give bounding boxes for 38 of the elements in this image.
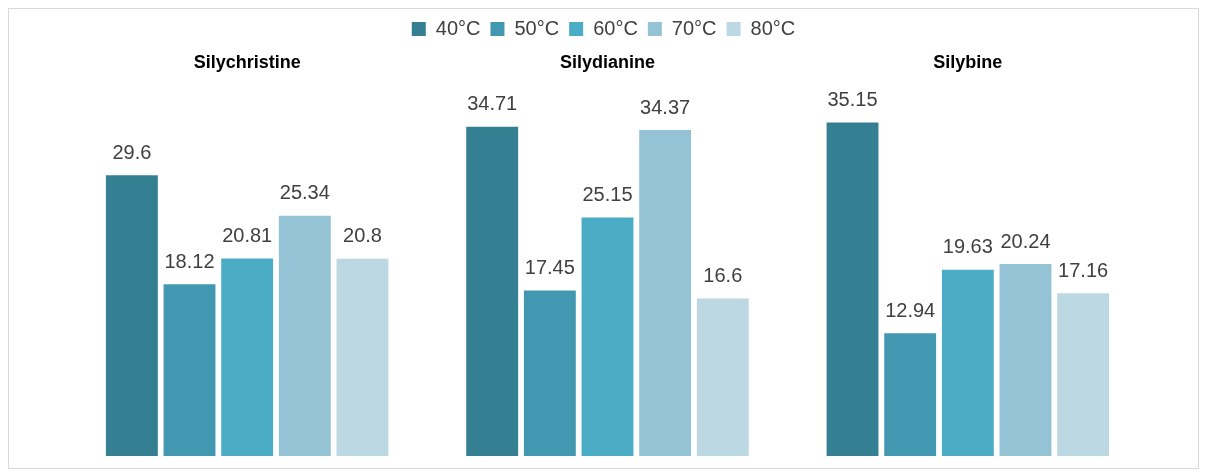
legend-label: 60°C [593, 16, 638, 39]
x-tick-label: Silychristine [193, 51, 301, 72]
data-label: 17.16 [1058, 258, 1109, 281]
x-tick-label: Silydianine [559, 51, 656, 72]
data-label: 20.24 [1000, 229, 1051, 252]
x-tick-label: Silybine [933, 51, 1003, 72]
bar [696, 298, 749, 456]
bar [884, 333, 937, 456]
data-label: 25.34 [279, 181, 330, 204]
data-label: 19.63 [942, 235, 993, 258]
bar [826, 122, 879, 456]
bar [221, 258, 274, 456]
data-label: 29.6 [112, 140, 152, 163]
data-label: 20.8 [343, 224, 382, 247]
data-label: 17.45 [524, 256, 575, 278]
bar [581, 217, 634, 456]
data-label: 34.71 [467, 92, 518, 115]
legend-label: 80°C [750, 16, 796, 39]
bar [336, 258, 389, 456]
bar [941, 269, 994, 456]
bar [105, 175, 158, 456]
bar [523, 290, 576, 456]
bar [999, 264, 1052, 456]
data-label: 20.81 [222, 224, 273, 247]
data-label: 12.94 [885, 298, 936, 321]
bar [278, 215, 331, 456]
bar [466, 126, 519, 456]
bar [1057, 293, 1110, 456]
legend-label: 40°C [435, 16, 481, 39]
legend-label: 50°C [514, 16, 560, 39]
data-label: 18.12 [164, 249, 215, 272]
bar [639, 130, 692, 456]
data-label: 34.37 [640, 95, 691, 118]
legend-label: 70°C [671, 16, 717, 39]
bar [163, 284, 216, 456]
data-label: 25.15 [582, 182, 633, 205]
data-label: 16.6 [703, 264, 743, 287]
data-label: 35.15 [827, 88, 878, 111]
